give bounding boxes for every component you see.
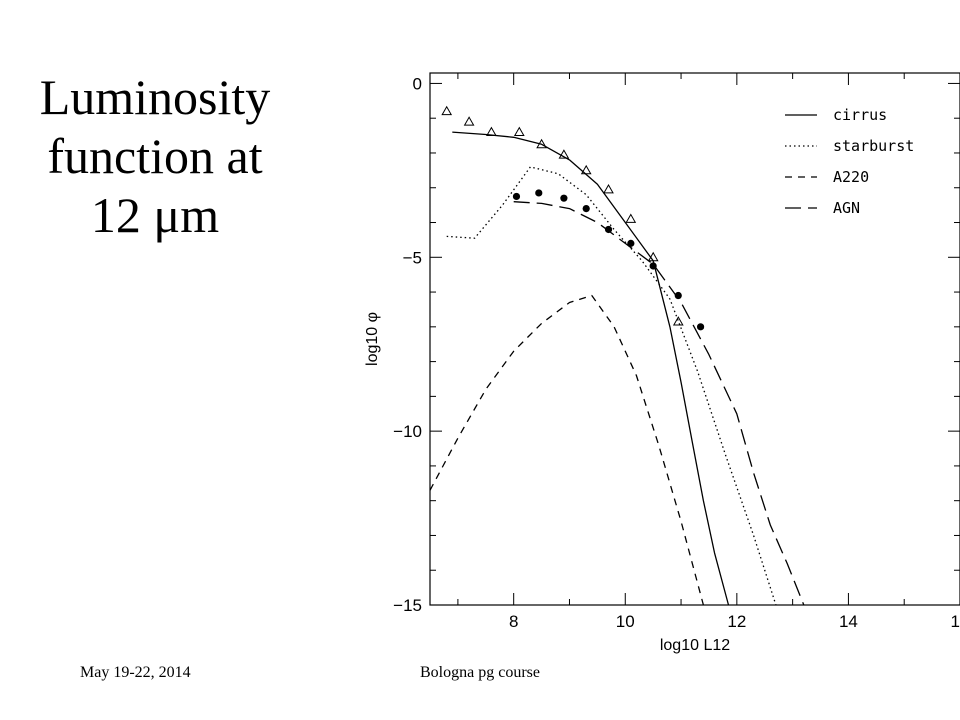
triangle-point xyxy=(603,183,614,194)
series-line-starburst xyxy=(446,166,777,606)
filled-point xyxy=(535,189,543,197)
triangle-point xyxy=(580,164,592,175)
slide-title: Luminosity function at 12 μm xyxy=(0,68,310,245)
series-line-a220 xyxy=(429,294,705,606)
x-axis-label: log10 L12 xyxy=(660,637,730,654)
footer-course: Bologna pg course xyxy=(420,664,540,681)
triangle-point xyxy=(486,126,497,136)
y-tick-label: −5 xyxy=(403,248,422,267)
luminosity-function-chart: 8 10 12 14 16 0 −5 −10 −15 log10 L12 log10 φ cirrus… xyxy=(364,72,960,654)
plot-frame xyxy=(429,72,960,606)
filled-point xyxy=(649,262,657,270)
filled-point xyxy=(674,291,682,300)
y-tick-label: −15 xyxy=(393,596,422,615)
legend-label-agn: AGN xyxy=(833,199,860,217)
footer-date: May 19-22, 2014 xyxy=(80,664,191,681)
triangle-point xyxy=(441,105,453,116)
series-line-agn xyxy=(513,201,805,606)
triangle-point xyxy=(463,116,475,126)
slide-title-line: 12 μm xyxy=(90,187,220,243)
legend-label-a220: A220 xyxy=(833,168,869,186)
triangle-point xyxy=(647,251,659,262)
triangle-point xyxy=(558,149,570,159)
slide-title-line: function at xyxy=(47,128,263,184)
y-axis-label: log10 φ xyxy=(364,312,381,366)
x-tick-label: 10 xyxy=(616,612,635,631)
x-tick-label: 16 xyxy=(951,612,960,631)
x-tick-label: 12 xyxy=(727,612,746,631)
filled-point xyxy=(582,205,590,213)
triangle-point xyxy=(625,213,637,223)
filled-point xyxy=(696,323,705,331)
x-tick-label: 14 xyxy=(839,612,858,631)
triangle-point xyxy=(536,138,547,149)
triangle-point xyxy=(513,126,525,136)
y-tick-label: −10 xyxy=(393,422,422,441)
slide-title-line: Luminosity xyxy=(39,69,271,125)
series-line-cirrus xyxy=(452,131,730,606)
x-tick-label: 8 xyxy=(509,612,518,631)
filled-point xyxy=(560,194,568,202)
legend-label-cirrus: cirrus xyxy=(833,106,887,124)
y-tick-label: 0 xyxy=(413,74,422,93)
legend-label-starburst: starburst xyxy=(833,137,914,155)
filled-point xyxy=(512,192,521,201)
filled-point xyxy=(604,225,613,234)
triangle-point xyxy=(672,316,684,326)
filled-point xyxy=(627,239,635,247)
